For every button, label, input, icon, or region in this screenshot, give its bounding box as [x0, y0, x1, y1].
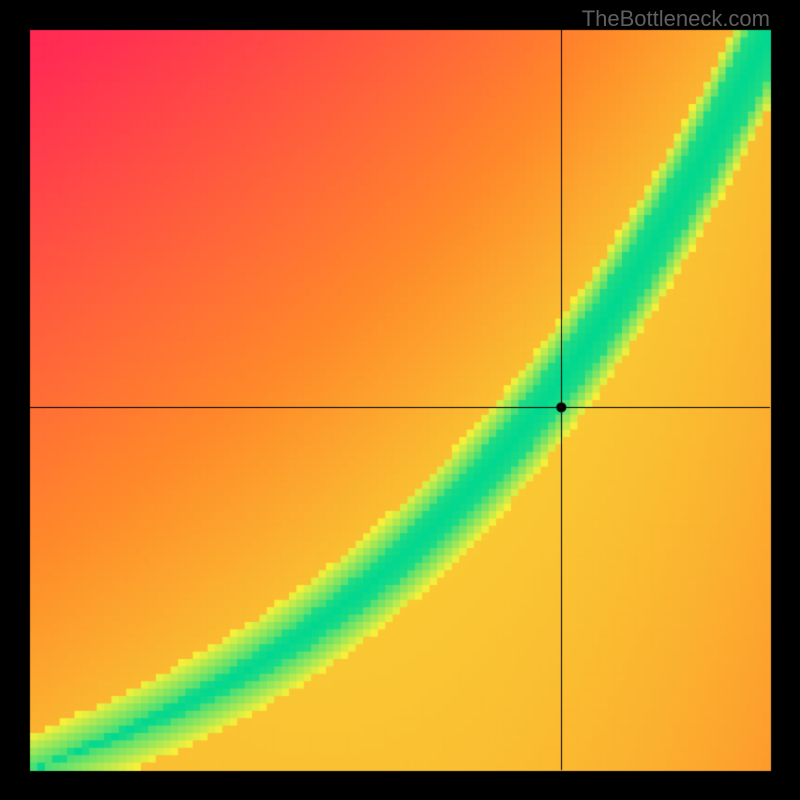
watermark-text: TheBottleneck.com — [582, 6, 770, 32]
chart-container: TheBottleneck.com — [0, 0, 800, 800]
heatmap-canvas — [0, 0, 800, 800]
